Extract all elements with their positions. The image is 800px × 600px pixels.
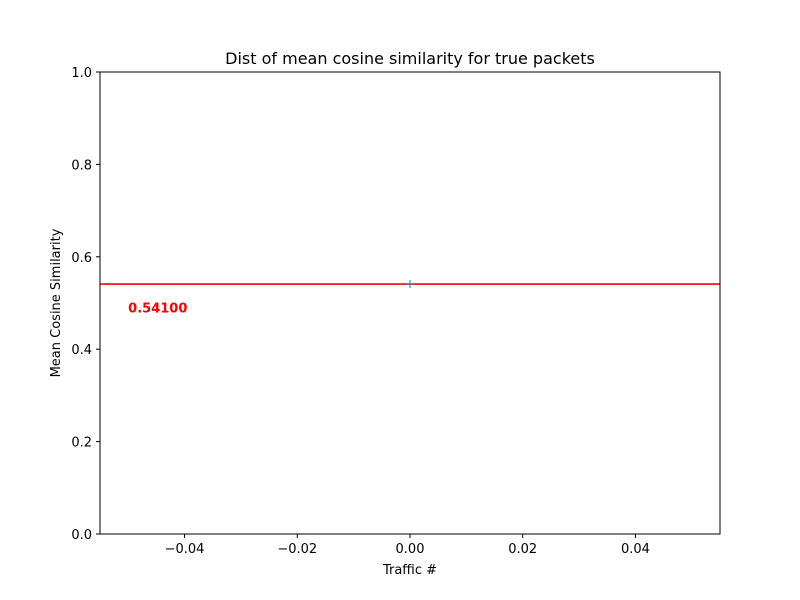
data-point-plus-marker [406, 280, 414, 289]
y-tick-label: 0.2 [71, 436, 92, 451]
chart-title: Dist of mean cosine similarity for true … [225, 49, 595, 68]
y-tick-label: 0.8 [71, 158, 92, 173]
y-axis-label: Mean Cosine Similarity [49, 228, 64, 377]
y-axis: 0.0 0.2 0.4 0.6 0.8 1.0 [71, 66, 100, 543]
y-tick-label: 0.0 [71, 528, 92, 543]
x-tick-label: −0.02 [277, 542, 317, 557]
x-axis: −0.04 −0.02 0.00 0.02 0.04 [165, 534, 650, 557]
x-tick-label: 0.02 [508, 542, 537, 557]
x-tick-label: 0.00 [396, 542, 425, 557]
chart-marks: 0.54100 [100, 280, 720, 317]
y-tick-label: 0.6 [71, 251, 92, 266]
y-tick-label: 1.0 [71, 66, 92, 81]
x-tick-label: −0.04 [165, 542, 205, 557]
x-axis-label: Traffic # [382, 563, 437, 578]
plot-frame [99, 71, 721, 535]
mean-value-annotation: 0.54100 [128, 302, 187, 317]
y-tick-label: 0.4 [71, 343, 92, 358]
x-tick-label: 0.04 [621, 542, 650, 557]
